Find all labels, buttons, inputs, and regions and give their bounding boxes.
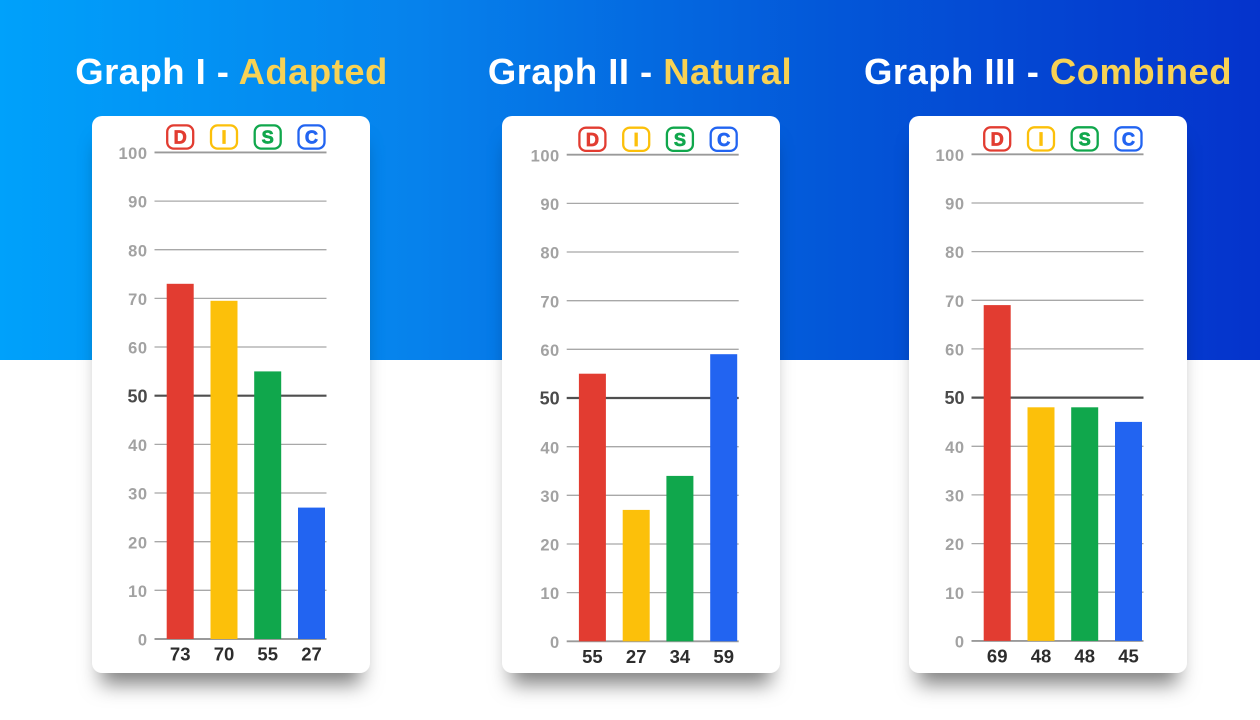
svg-text:0: 0 [550, 634, 560, 652]
svg-text:S: S [1079, 130, 1091, 150]
svg-text:0: 0 [955, 634, 965, 652]
svg-text:90: 90 [128, 194, 147, 212]
svg-text:60: 60 [540, 342, 559, 360]
svg-text:50: 50 [127, 386, 147, 406]
svg-text:D: D [174, 128, 187, 148]
svg-text:0: 0 [138, 632, 148, 650]
svg-text:80: 80 [128, 242, 147, 260]
svg-text:I: I [221, 128, 226, 148]
svg-text:10: 10 [128, 583, 147, 601]
svg-text:80: 80 [945, 244, 964, 262]
svg-text:50: 50 [539, 389, 559, 409]
svg-text:45: 45 [1118, 646, 1139, 667]
svg-text:100: 100 [935, 147, 964, 165]
svg-text:10: 10 [540, 585, 559, 603]
svg-text:C: C [1122, 130, 1135, 150]
svg-text:55: 55 [582, 646, 603, 667]
svg-text:D: D [585, 130, 598, 150]
svg-text:20: 20 [540, 537, 559, 555]
svg-text:48: 48 [1074, 646, 1095, 667]
svg-text:90: 90 [945, 196, 964, 214]
svg-text:30: 30 [540, 488, 559, 506]
svg-text:40: 40 [128, 437, 147, 455]
svg-text:100: 100 [118, 145, 147, 163]
svg-text:S: S [262, 128, 274, 148]
svg-text:70: 70 [128, 291, 147, 309]
svg-text:20: 20 [945, 536, 964, 554]
svg-text:I: I [1038, 130, 1043, 150]
svg-text:59: 59 [713, 646, 734, 667]
svg-text:60: 60 [128, 340, 147, 358]
svg-text:10: 10 [945, 585, 964, 603]
svg-text:40: 40 [945, 439, 964, 457]
svg-text:20: 20 [128, 534, 147, 552]
svg-text:73: 73 [170, 644, 191, 665]
svg-text:30: 30 [945, 488, 964, 506]
svg-text:80: 80 [540, 245, 559, 263]
svg-text:C: C [305, 128, 318, 148]
svg-text:70: 70 [540, 293, 559, 311]
svg-text:27: 27 [301, 644, 322, 665]
svg-text:90: 90 [540, 196, 559, 214]
svg-text:C: C [717, 130, 730, 150]
svg-text:100: 100 [530, 147, 559, 165]
svg-text:70: 70 [945, 293, 964, 311]
svg-text:34: 34 [669, 646, 690, 667]
svg-text:I: I [633, 130, 638, 150]
svg-text:D: D [991, 130, 1004, 150]
svg-text:55: 55 [257, 644, 278, 665]
svg-text:30: 30 [128, 486, 147, 504]
svg-text:48: 48 [1031, 646, 1052, 667]
svg-text:70: 70 [214, 644, 235, 665]
svg-text:27: 27 [625, 646, 646, 667]
svg-text:69: 69 [987, 646, 1008, 667]
svg-text:40: 40 [540, 439, 559, 457]
svg-text:S: S [673, 130, 685, 150]
svg-text:50: 50 [944, 388, 964, 408]
svg-text:60: 60 [945, 342, 964, 360]
